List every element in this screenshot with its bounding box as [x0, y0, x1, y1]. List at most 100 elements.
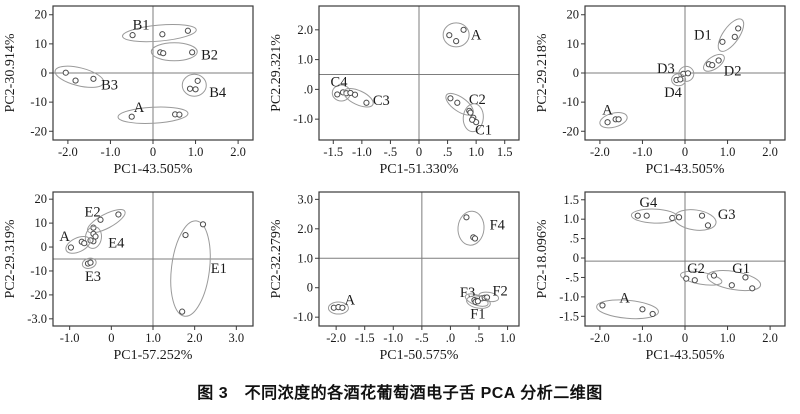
cluster-label-G1: G1: [732, 261, 750, 277]
cluster-label-E1: E1: [211, 261, 227, 277]
x-tick-label: -2.0: [590, 145, 610, 159]
data-point-G4: [634, 212, 641, 219]
cluster-label-E3: E3: [85, 269, 101, 285]
cluster-label-D1: D1: [694, 28, 712, 44]
data-point-C3: [351, 91, 359, 98]
plot-svg-F: -2.0 -1.5 -1.0 -.5 .0 .5 1.0 -1.0 0 1.0 2.0 3.0 PC1-…: [269, 191, 520, 363]
y-tick-label: -10: [30, 264, 47, 278]
x-tick-label: .5: [443, 145, 452, 159]
cluster-ellipse-F4: [457, 210, 485, 246]
data-point-C3: [363, 99, 370, 106]
data-point-G3: [704, 222, 712, 229]
data-point-F4: [463, 214, 470, 221]
data-point-B1: [129, 32, 136, 39]
cluster-label-E2: E2: [85, 205, 101, 221]
data-point-G1: [728, 282, 735, 289]
data-point-E1: [179, 308, 186, 315]
cluster-label-C2: C2: [469, 92, 486, 108]
data-point-B4: [192, 86, 199, 93]
y-tick-label: 0: [41, 66, 47, 80]
x-axis-label: PC1-51.330%: [380, 162, 459, 177]
cluster-ellipse-G1: [706, 270, 762, 292]
y-axis-label: PC2-30.914%: [3, 33, 18, 112]
pca-plot-f-series: -2.0 -1.5 -1.0 -.5 .0 .5 1.0 -1.0 0 1.0 2.0 3.0 PC1-…: [267, 186, 533, 372]
data-point-A: [453, 38, 460, 45]
data-point-B3: [90, 75, 97, 82]
cluster-ellipse-A: [117, 106, 189, 124]
data-point-E3: [87, 259, 94, 266]
cluster-ellipse-D4: [671, 73, 687, 87]
data-point-G3: [675, 214, 683, 221]
cluster-ellipse-F1: [466, 295, 491, 309]
x-tick-label: 0: [108, 331, 114, 345]
x-tick-label: -1.0: [633, 331, 653, 345]
data-point-B2: [189, 49, 196, 56]
data-point-A: [128, 113, 135, 120]
x-axis-label: PC1-50.575%: [380, 348, 459, 363]
y-axis-label: PC2-32.279%: [269, 219, 284, 298]
data-point-G2: [691, 277, 698, 284]
x-tick-label: 2.0: [762, 331, 778, 345]
data-point-G1: [742, 274, 749, 281]
cluster-ellipse-A: [327, 301, 349, 315]
x-tick-label: -1.0: [633, 145, 653, 159]
x-axis-label: PC1-43.505%: [646, 348, 725, 363]
data-point-B4: [186, 85, 194, 92]
cluster-ellipse-D1: [717, 18, 745, 52]
y-tick-label: 1.0: [297, 251, 313, 265]
y-tick-label: -1.0: [293, 310, 313, 324]
data-point-D1: [731, 33, 738, 40]
data-point-D3: [684, 70, 692, 77]
y-tick-label: 2.0: [297, 23, 313, 37]
pca-plot-g-series: -2.0 -1.0 0 1.0 2.0 -1.5 -1.0 -.5 0 .5 1.0 1.5 PC1-4…: [533, 186, 799, 372]
data-point-D2: [709, 62, 716, 69]
y-tick-label: -10: [30, 95, 47, 109]
cluster-label-G4: G4: [640, 195, 658, 211]
plot-svg-B: -2.0 -1.0 0 1.0 2.0 -20 -10 0 10 20 PC1-43.505% PC2…: [3, 5, 254, 177]
data-point-A: [649, 310, 656, 318]
data-point-D4: [677, 76, 684, 83]
cluster-label-A: A: [134, 100, 145, 116]
y-tick-label: -20: [30, 288, 47, 302]
data-point-A: [81, 240, 88, 247]
cluster-label-A: A: [471, 27, 482, 43]
plot-svg-D: -2.0 -1.0 0 1.0 2.0 -20 -10 0 10 20 PC1-43.505% PC2…: [535, 5, 786, 177]
cluster-ellipse-C1: [462, 103, 484, 133]
cluster-label-D3: D3: [657, 61, 675, 77]
y-tick-label: -10: [562, 95, 579, 109]
y-tick-label: -20: [30, 124, 47, 138]
y-tick-label: 0: [573, 66, 579, 80]
x-tick-label: -1.5: [323, 145, 343, 159]
data-point-D1: [735, 25, 742, 32]
cluster-ellipse-G3: [673, 209, 717, 231]
data-point-A: [604, 119, 611, 126]
x-tick-label: 1.0: [145, 331, 161, 345]
x-tick-label: -1.0: [101, 145, 121, 159]
data-point-G1: [749, 285, 756, 292]
data-point-E2: [97, 216, 104, 223]
cluster-label-F1: F1: [470, 307, 485, 323]
y-tick-label: 1.0: [563, 212, 579, 226]
data-point-G1: [710, 272, 718, 279]
data-point-C1: [469, 116, 476, 123]
cluster-label-D2: D2: [724, 63, 742, 79]
pca-plot-b-series: -2.0 -1.0 0 1.0 2.0 -20 -10 0 10 20 PC1-43.505% PC2…: [1, 0, 267, 186]
x-tick-label: -1.0: [60, 331, 80, 345]
data-point-B1: [159, 31, 166, 38]
y-tick-label: 0: [573, 251, 579, 265]
x-tick-label: 1.0: [720, 331, 736, 345]
cluster-ellipse-E1: [170, 220, 211, 317]
cluster-ellipse-A: [65, 235, 91, 254]
y-tick-label: 10: [35, 216, 48, 230]
cluster-label-D4: D4: [664, 85, 682, 101]
x-tick-label: 0: [150, 145, 156, 159]
cluster-label-A: A: [59, 229, 70, 245]
cluster-label-A: A: [619, 291, 630, 307]
y-tick-label: .0: [304, 82, 313, 96]
x-tick-label: 1.5: [497, 145, 513, 159]
y-tick-label: .5: [570, 232, 579, 246]
y-tick-label: -20: [562, 124, 579, 138]
pca-plot-c-series: -1.5 -1.0 -.5 0 .5 1.0 1.5 -1.0 .0 1.0 2.0 PC1-51.3…: [267, 0, 533, 186]
y-tick-label: 1.5: [563, 193, 579, 207]
